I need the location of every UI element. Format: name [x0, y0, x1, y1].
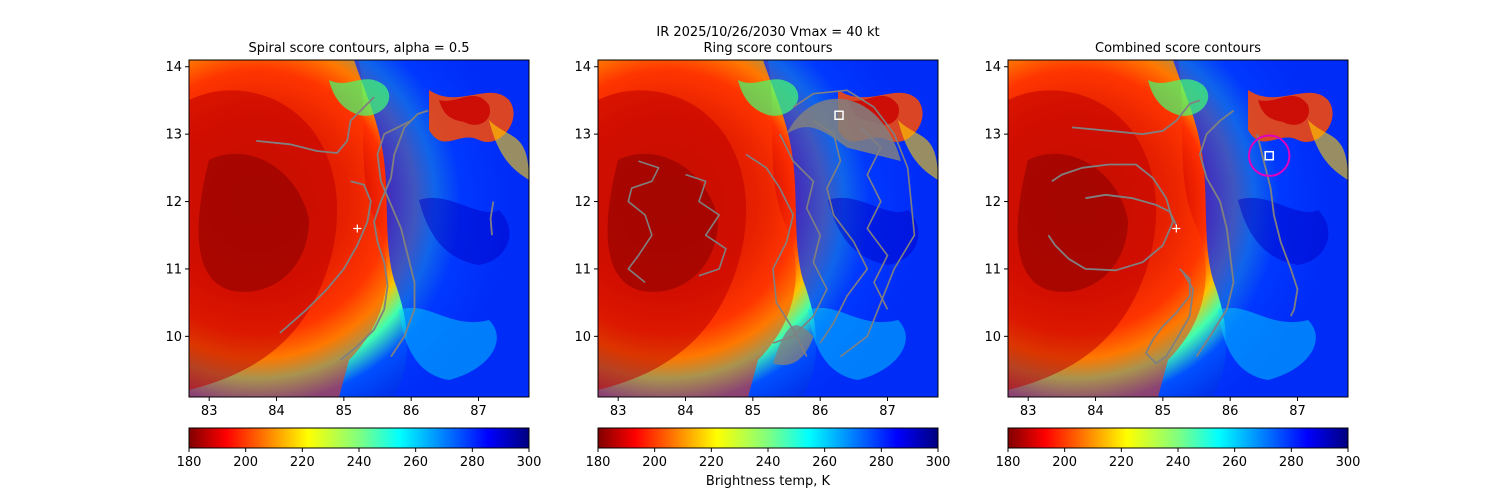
contour-line	[339, 109, 429, 361]
colorbar-tick-label: 260	[403, 455, 428, 470]
colorbar-tick-label: 300	[1336, 455, 1361, 470]
colorbar-tick-label: 300	[517, 455, 542, 470]
y-tick-label: 12	[984, 195, 1001, 210]
colorbar-tick-label: 280	[1279, 455, 1304, 470]
contour-line	[772, 133, 828, 344]
x-tick-label: 84	[677, 404, 694, 419]
colorbar-tick-label: 180	[996, 455, 1021, 470]
dense-contour-region	[773, 325, 814, 366]
colorbar-tick-label: 240	[347, 455, 372, 470]
colorbar-tick-label: 280	[460, 455, 485, 470]
x-tick-label: 85	[1155, 404, 1172, 419]
colorbar-tick-label: 200	[1052, 455, 1077, 470]
figure-suptitle: IR 2025/10/26/2030 Vmax = 40 kt	[656, 25, 879, 40]
x-tick-label: 86	[403, 404, 420, 419]
y-tick-label: 10	[984, 330, 1001, 345]
contour-line	[256, 96, 375, 154]
colorbar-tick-label: 200	[642, 455, 667, 470]
y-tick-label: 10	[165, 330, 182, 345]
y-tick-label: 11	[165, 262, 182, 277]
colorbar-tick-label: 180	[586, 455, 611, 470]
colorbar-label: Brightness temp, K	[706, 474, 831, 489]
storm-center-marker	[1172, 224, 1181, 233]
colorbar	[1007, 427, 1349, 449]
y-tick-label: 14	[984, 60, 1001, 75]
x-tick-label: 87	[1289, 404, 1306, 419]
score-circle	[1248, 134, 1291, 177]
storm-center-marker	[353, 224, 362, 233]
contour-line	[1071, 99, 1201, 135]
colorbar-tick-label: 200	[233, 455, 258, 470]
y-tick-label: 13	[165, 128, 182, 143]
x-tick-label: 87	[470, 404, 487, 419]
colorbar-tick-label: 240	[756, 455, 781, 470]
colorbar-tick-label: 220	[290, 455, 315, 470]
y-tick-label: 12	[574, 195, 591, 210]
contour-line	[812, 120, 869, 344]
y-tick-label: 10	[574, 330, 591, 345]
colorbar	[188, 427, 530, 449]
max-score-marker	[834, 110, 844, 121]
contour-line	[1145, 268, 1194, 365]
dense-contour-region	[786, 98, 901, 162]
x-tick-label: 84	[268, 404, 285, 419]
colorbar-tick-label: 260	[812, 455, 837, 470]
axes-frame	[188, 59, 530, 398]
max-score-marker	[1264, 150, 1274, 161]
colorbar-tick-label: 260	[1222, 455, 1247, 470]
colorbar-tick-label: 300	[926, 455, 951, 470]
colorbar-tick-label: 280	[869, 455, 894, 470]
y-tick-label: 14	[165, 60, 182, 75]
axes-frame	[597, 59, 939, 398]
panel-title: Spiral score contours, alpha = 0.5	[248, 41, 469, 56]
axes-frame	[1007, 59, 1349, 398]
x-tick-label: 84	[1087, 404, 1104, 419]
contour-line	[1256, 133, 1299, 317]
contour-line	[489, 201, 495, 236]
contour-line	[376, 119, 416, 358]
contour-line	[1195, 109, 1235, 358]
contour-line	[1047, 163, 1174, 272]
y-tick-label: 12	[165, 195, 182, 210]
x-tick-label: 83	[201, 404, 218, 419]
panel-1: Spiral score contours, alpha = 0.5 83 84 85…	[165, 41, 541, 470]
y-tick-label: 13	[574, 128, 591, 143]
x-tick-label: 87	[879, 404, 896, 419]
y-tick-label: 14	[574, 60, 591, 75]
x-tick-label: 83	[610, 404, 627, 419]
x-tick-label: 86	[812, 404, 829, 419]
colorbar-tick-label: 220	[1109, 455, 1134, 470]
colorbar	[597, 427, 939, 449]
x-tick-label: 85	[336, 404, 353, 419]
contour-line	[627, 160, 660, 284]
colorbar-tick-label: 220	[699, 455, 724, 470]
contour-line	[792, 89, 916, 358]
panel-title: Combined score contours	[1095, 41, 1261, 56]
contour-line	[685, 173, 727, 277]
y-tick-label: 11	[574, 262, 591, 277]
x-tick-label: 85	[745, 404, 762, 419]
x-tick-label: 83	[1020, 404, 1037, 419]
y-tick-label: 13	[984, 128, 1001, 143]
panel-3: Combined score contours 83 84 85 86 87 10 11 12 1…	[984, 41, 1360, 470]
colorbar-tick-label: 180	[177, 455, 202, 470]
panel-title: Ring score contours	[703, 41, 832, 56]
contour-line	[745, 153, 808, 357]
y-tick-label: 11	[984, 262, 1001, 277]
x-tick-label: 86	[1222, 404, 1239, 419]
panel-2: Ring score contours 83 84 85 86 87 10 11 12 13 14 1…	[574, 41, 950, 489]
colorbar-tick-label: 240	[1166, 455, 1191, 470]
contour-line	[279, 180, 372, 334]
